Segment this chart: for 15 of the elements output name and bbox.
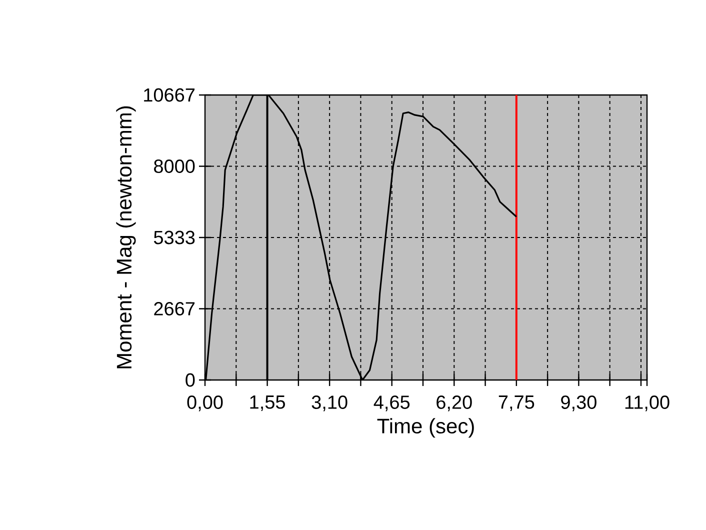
x-tick-label: 0,00 [187,396,223,412]
x-tick-label: 3,10 [312,396,348,412]
y-tick-label: 5333 [154,230,195,244]
y-tick-label: 8000 [154,160,195,173]
y-axis-title: Moment - Mag (newton-mm) [116,106,136,368]
x-tick-label: 6,20 [436,396,472,412]
x-tick-label: 7,75 [498,396,534,412]
y-tick-label: 10667 [144,88,195,102]
y-tick-label: 2667 [154,302,195,316]
x-tick-label: 9,30 [561,396,596,412]
x-axis-title: Time (sec) [377,418,474,438]
x-tick-label: 11,00 [625,396,670,412]
x-tick-label: 1,55 [250,396,285,412]
x-tick-label: 4,65 [374,396,410,412]
y-tick-label: 0 [186,373,195,387]
